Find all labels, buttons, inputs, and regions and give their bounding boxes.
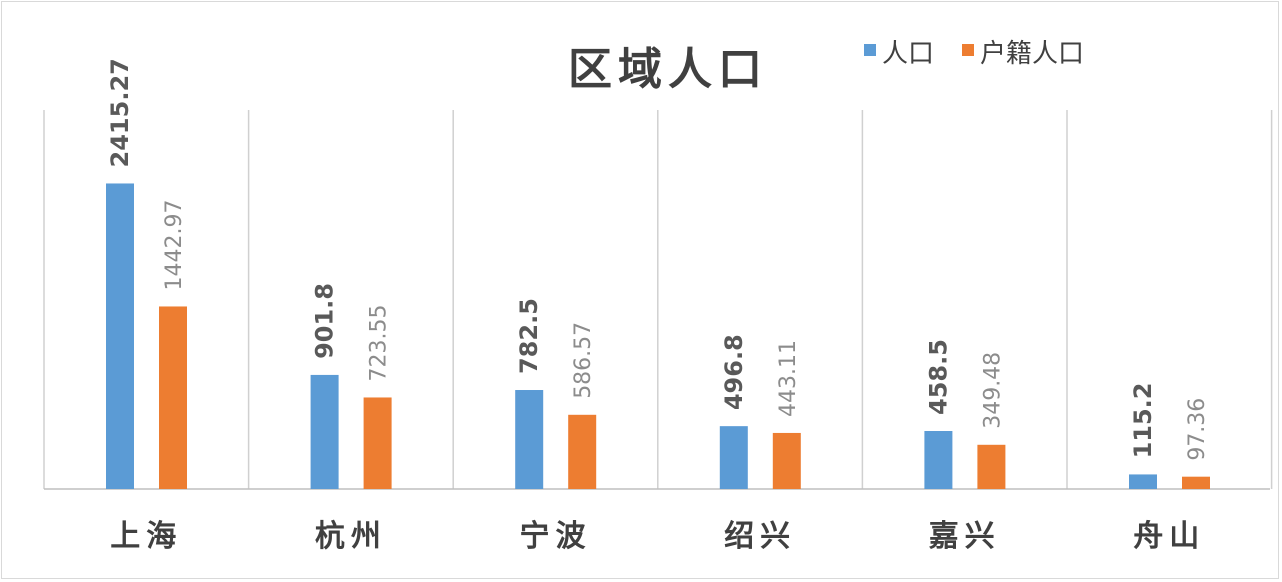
data-label-population: 782.5	[515, 298, 543, 374]
legend-label-population: 人口	[882, 39, 934, 69]
bar-population	[310, 374, 339, 489]
bar-registered	[363, 397, 392, 489]
data-label-registered: 443.11	[776, 340, 801, 417]
bar-population	[106, 183, 134, 490]
data-label-population: 2415.27	[106, 58, 134, 167]
bar-population	[719, 426, 748, 489]
data-label-population: 458.5	[924, 339, 952, 415]
data-label-registered: 1442.97	[162, 199, 187, 290]
bar-registered	[159, 306, 187, 489]
bar-population	[924, 430, 953, 489]
legend-swatch-registered	[962, 44, 974, 56]
category-separators	[43, 110, 1273, 489]
bar-registered	[568, 414, 597, 489]
category-label: 上海	[110, 519, 182, 554]
category-labels: 上海 杭州 宁波 绍兴 嘉兴 舟山	[110, 519, 1205, 554]
legend-label-registered: 户籍人口	[980, 39, 1084, 69]
legend-swatch-population	[864, 44, 876, 56]
bar-registered	[772, 432, 801, 489]
data-label-population: 496.8	[720, 334, 748, 410]
category-label: 绍兴	[724, 519, 796, 554]
bar-population	[515, 390, 544, 489]
category-label: 杭州	[315, 519, 387, 554]
chart-title: 区域人口	[568, 44, 768, 95]
legend: 人口 户籍人口	[864, 39, 1084, 69]
data-label-registered: 349.48	[980, 352, 1005, 429]
data-label-registered: 723.55	[367, 304, 392, 381]
category-label: 舟山	[1133, 519, 1205, 554]
data-label-population: 901.8	[311, 283, 339, 359]
data-labels: 2415.27 1442.97 901.8 723.55 782.5 586.57 496.…	[106, 58, 1210, 461]
bars	[106, 183, 1210, 490]
category-label: 嘉兴	[929, 519, 1001, 554]
bar-registered	[1182, 476, 1210, 489]
data-label-population: 115.2	[1129, 383, 1157, 459]
data-label-registered: 97.36	[1185, 398, 1210, 461]
data-label-registered: 586.57	[571, 322, 596, 399]
bar-registered	[977, 444, 1006, 489]
bar-population	[1129, 474, 1157, 489]
category-label: 宁波	[520, 519, 592, 554]
